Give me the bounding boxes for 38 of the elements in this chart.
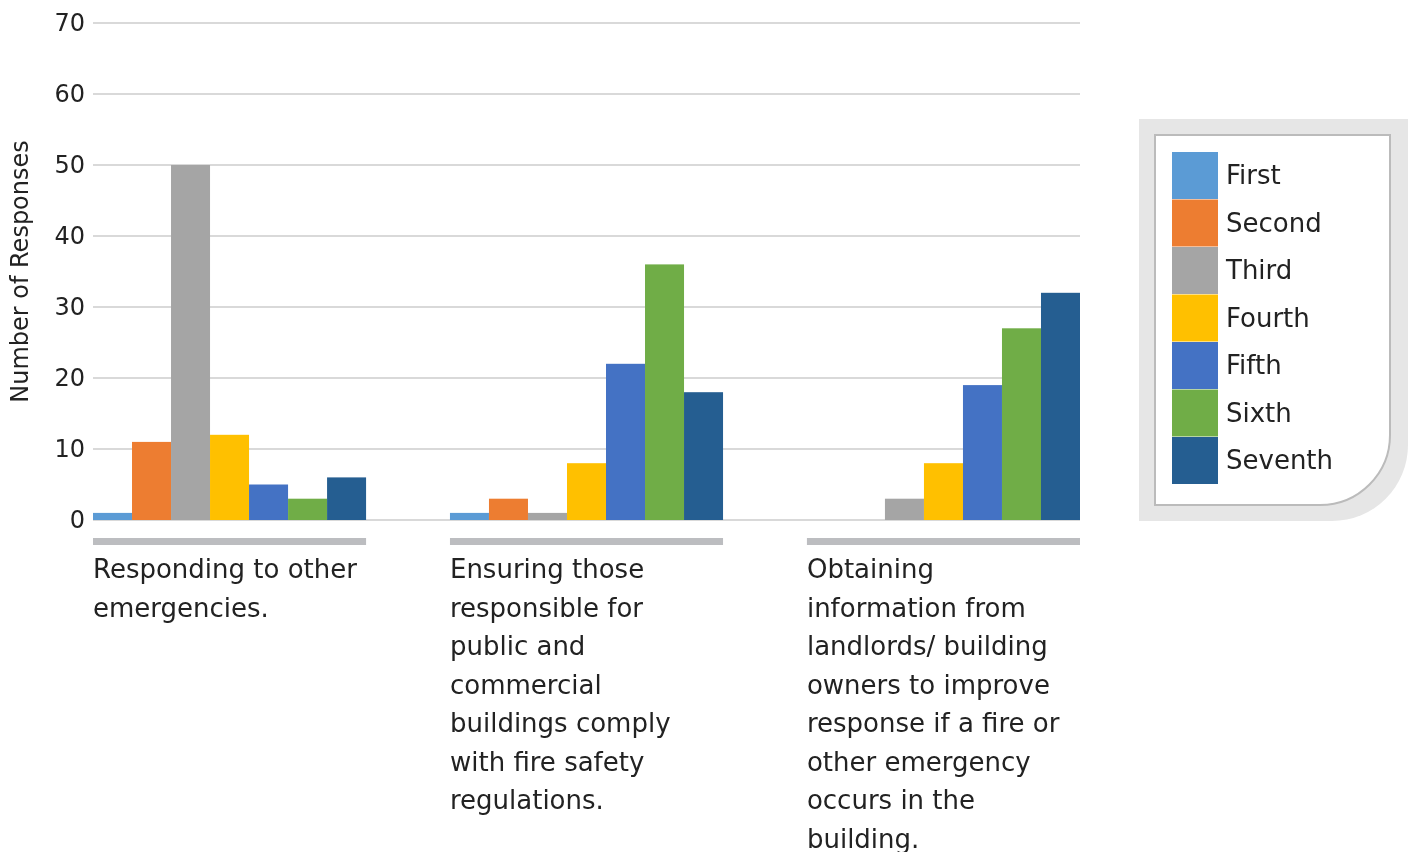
bar — [527, 512, 567, 520]
bar — [93, 512, 133, 520]
bar — [171, 165, 211, 520]
bar — [488, 498, 528, 520]
x-tick-label: Ensuring those responsible for public and commercial buildings comply with fire safety regulations. — [449, 554, 671, 815]
y-tick-label: 10 — [54, 435, 85, 464]
y-tick-label: 20 — [54, 364, 85, 393]
x-tick-label: Responding to other emergencies. — [93, 554, 358, 623]
y-tick-label: 0 — [69, 506, 85, 535]
y-tick-label: 30 — [54, 293, 85, 322]
bar — [449, 512, 489, 520]
y-axis-title: Number of Responses — [6, 140, 34, 403]
y-tick-label: 50 — [54, 151, 85, 180]
bar — [923, 463, 963, 520]
bar — [1040, 292, 1080, 520]
bar — [132, 441, 172, 520]
legend-label: First — [1226, 160, 1281, 191]
bar — [962, 385, 1002, 520]
bar — [249, 484, 289, 520]
legend-label: Second — [1226, 207, 1322, 238]
bar — [1001, 328, 1041, 520]
x-tick-label: Obtaining information from landlords/ building owners to improve response if a fire or other emergency occurs in the building. — [806, 554, 1060, 852]
legend-label: Fifth — [1226, 350, 1282, 381]
bar — [288, 498, 328, 520]
bar — [884, 498, 924, 520]
y-tick-label: 60 — [54, 80, 85, 109]
bar — [327, 477, 367, 520]
y-tick-label: 70 — [54, 9, 85, 38]
legend-label: Seventh — [1226, 445, 1334, 476]
y-tick-label: 40 — [54, 222, 85, 251]
bar — [210, 434, 250, 520]
bar — [567, 463, 607, 520]
legend-label: Sixth — [1226, 397, 1292, 428]
legend-label: Third — [1225, 255, 1293, 286]
legend-label: Fourth — [1226, 302, 1310, 333]
bar — [645, 264, 685, 520]
bar — [684, 392, 724, 520]
bar — [606, 363, 646, 520]
